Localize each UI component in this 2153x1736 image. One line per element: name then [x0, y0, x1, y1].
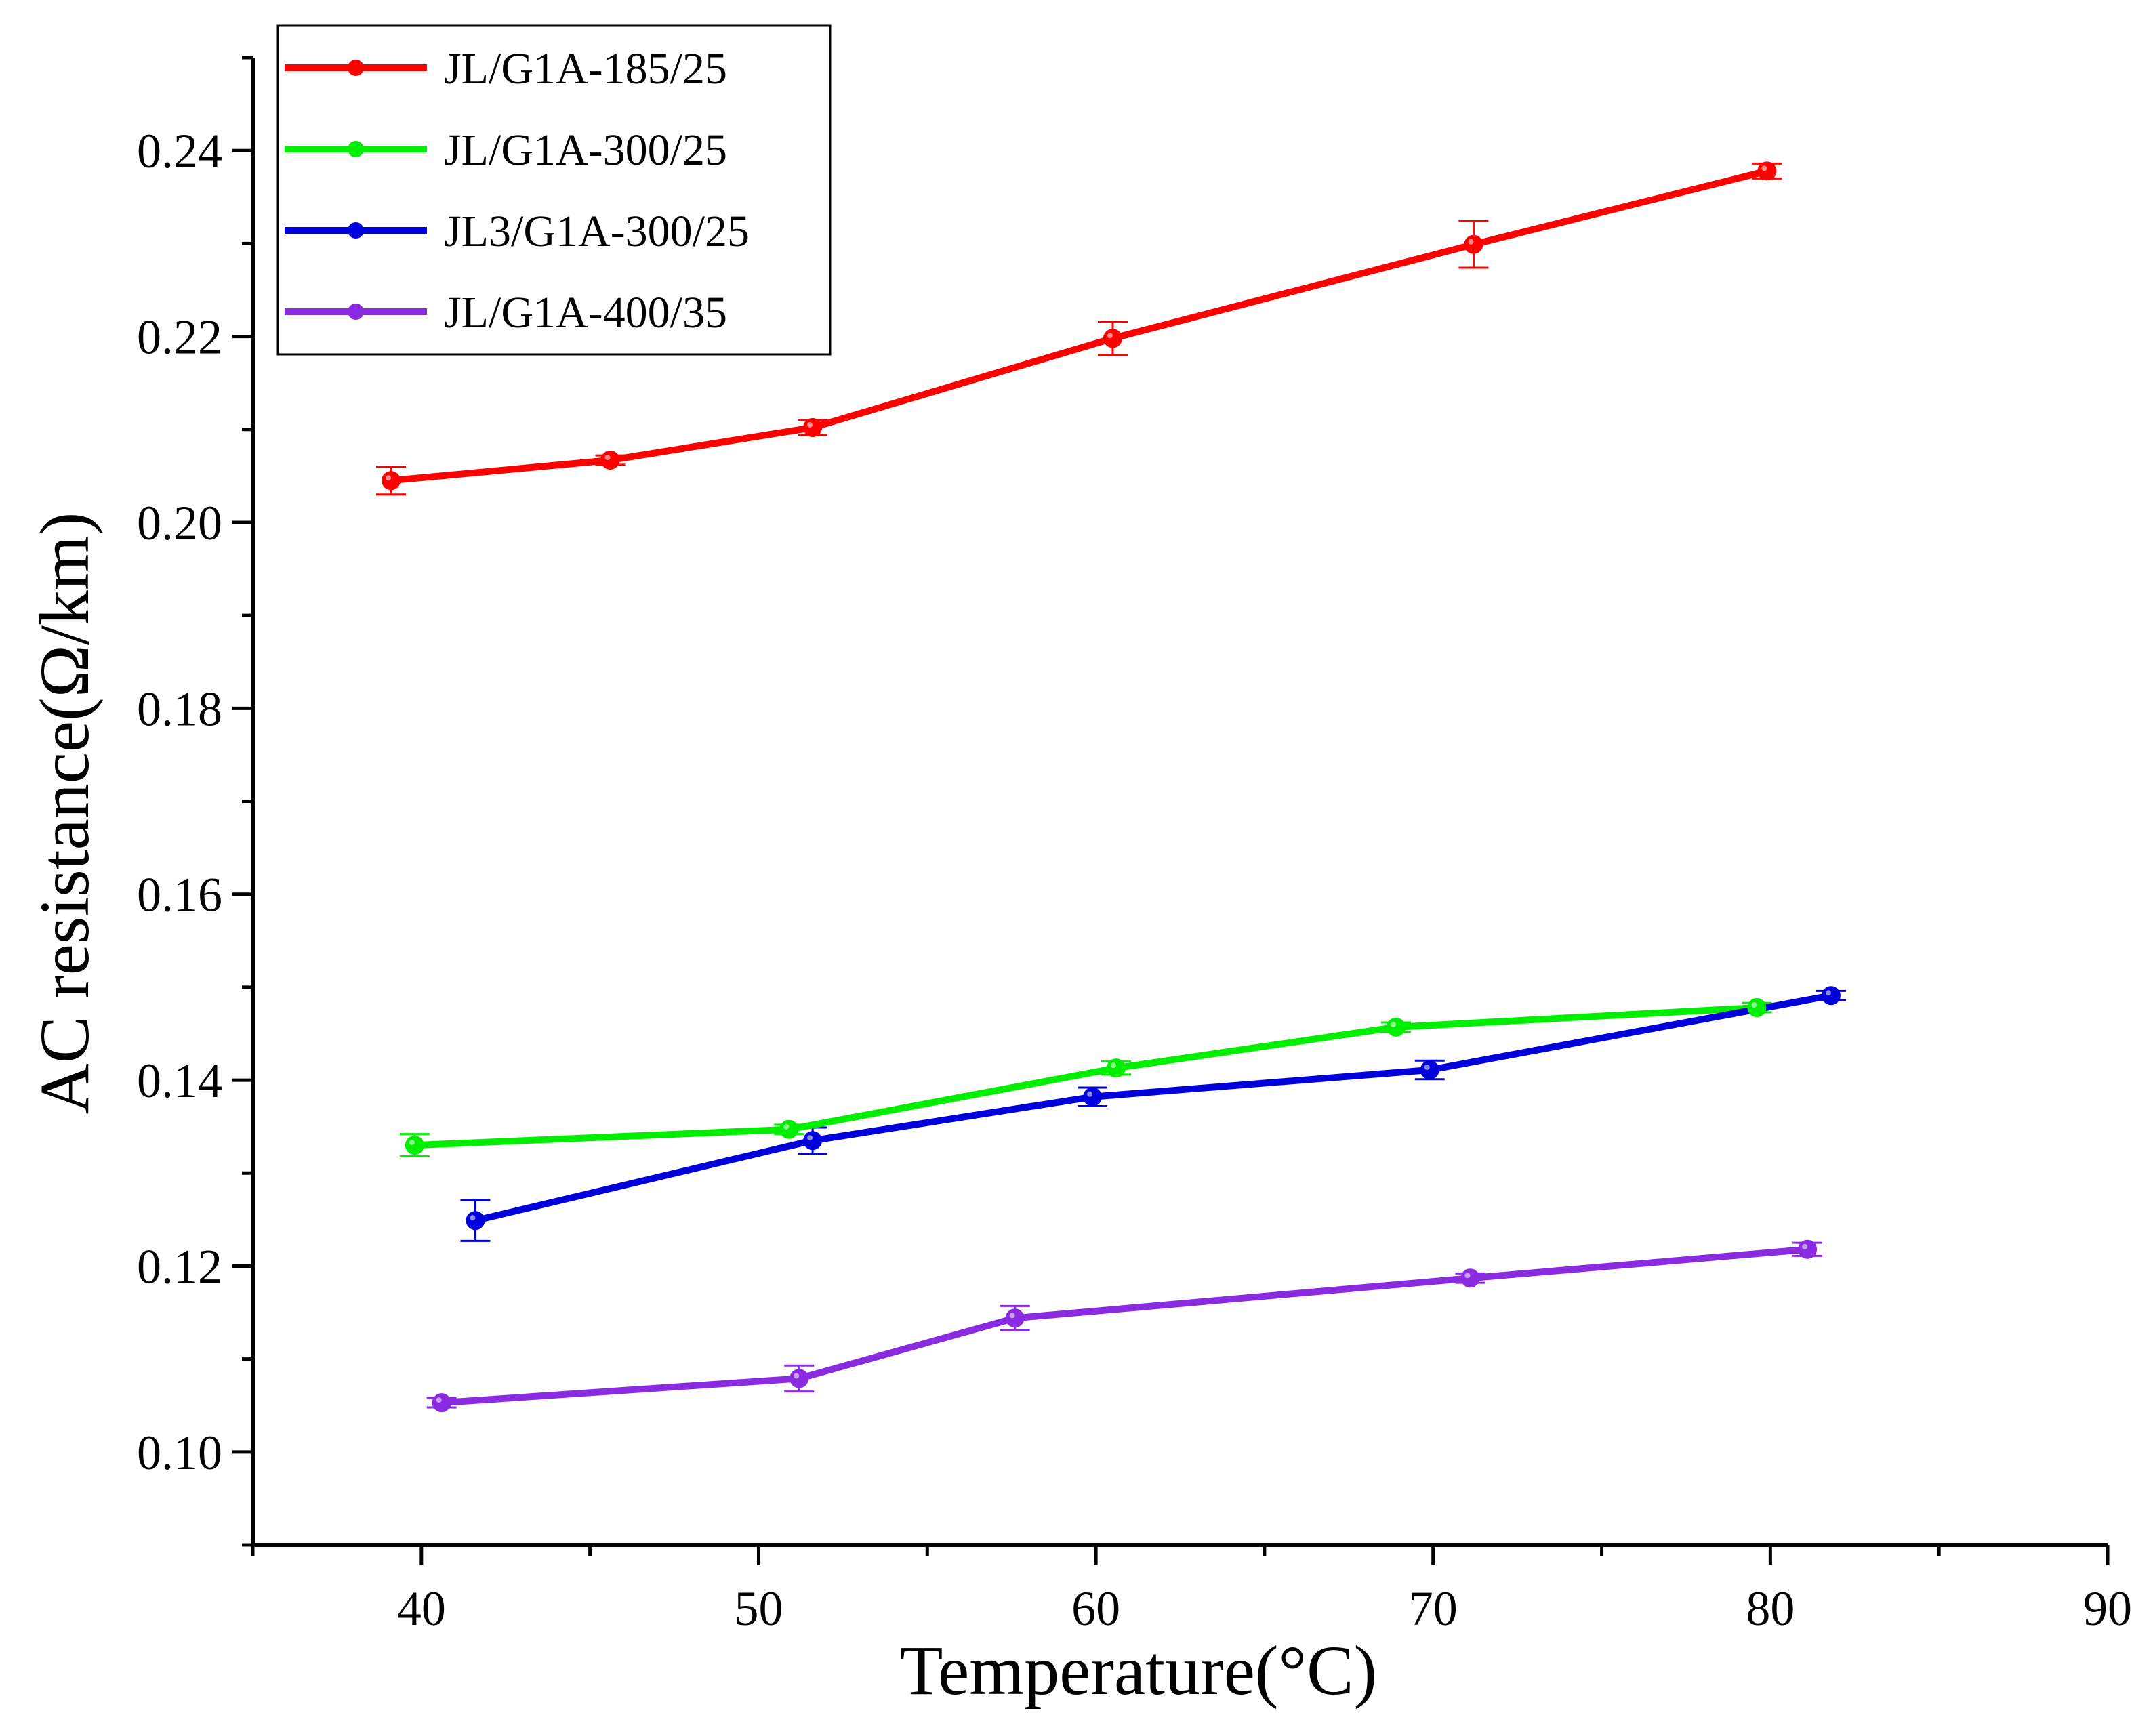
data-point-highlight [386, 475, 392, 481]
series-line [438, 1245, 1811, 1407]
data-point [1798, 1239, 1818, 1259]
y-tick-label: 0.16 [137, 868, 222, 922]
legend-box [276, 24, 832, 356]
data-point [466, 1211, 485, 1231]
y-tick-label: 0.14 [137, 1054, 222, 1108]
data-point-highlight [794, 1373, 800, 1379]
data-point [600, 451, 620, 470]
data-point [779, 1119, 799, 1139]
legend: JL/G1A-185/25 JL/G1A-300/25 JL3/G1A-300/… [276, 24, 832, 356]
data-point [1460, 1268, 1480, 1288]
y-tick-label: 0.18 [137, 682, 222, 736]
data-point-highlight [1390, 1021, 1396, 1027]
x-axis-title: Temperature(°C) [900, 1632, 1377, 1710]
data-point-highlight [1087, 1091, 1093, 1097]
legend-item: JL/G1A-300/25 [285, 125, 727, 175]
data-point [382, 471, 401, 491]
data-point-highlight [1825, 990, 1831, 996]
legend-item: JL/G1A-185/25 [285, 44, 727, 94]
legend-swatch-marker [348, 141, 364, 157]
legend-label: JL/G1A-185/25 [444, 44, 727, 94]
data-point [405, 1136, 424, 1155]
data-point [803, 418, 823, 438]
data-point-highlight [1009, 1313, 1015, 1319]
y-axis-title: AC resistance(Ω/km) [26, 512, 104, 1115]
data-point-highlight [1761, 165, 1767, 171]
data-point-highlight [1802, 1243, 1808, 1249]
x-tick-label: 90 [2083, 1582, 2132, 1636]
data-point [790, 1369, 809, 1388]
series-line [411, 1004, 1761, 1149]
y-tick-label: 0.10 [137, 1426, 222, 1480]
legend-label: JL3/G1A-300/25 [444, 207, 750, 256]
x-tick-label: 50 [734, 1582, 783, 1636]
data-point [1083, 1087, 1103, 1107]
data-point [1386, 1017, 1406, 1037]
data-point [432, 1393, 451, 1413]
data-point-highlight [1751, 1002, 1757, 1008]
data-point-highlight [1424, 1064, 1430, 1070]
data-point-highlight [604, 455, 611, 461]
series-line [388, 167, 1771, 484]
legend-swatch-marker [348, 60, 364, 76]
data-point [1420, 1060, 1439, 1079]
tick-labels: 40 50 60 70 80 90 0.10 0.12 0.14 0.16 0.18 0.20 0.22… [137, 124, 2132, 1636]
series-line [472, 992, 1834, 1224]
data-point [803, 1131, 823, 1151]
data-point-highlight [1464, 1273, 1471, 1279]
legend-label: JL/G1A-400/35 [444, 288, 727, 337]
data-point [1821, 986, 1841, 1006]
data-point-highlight [807, 422, 813, 428]
series-points [382, 161, 1841, 1413]
data-point-highlight [436, 1397, 442, 1403]
y-tick-label: 0.20 [137, 496, 222, 550]
y-tick-label: 0.22 [137, 310, 222, 365]
data-point [1103, 329, 1122, 348]
data-point [1757, 161, 1777, 181]
legend-item: JL/G1A-400/35 [285, 288, 727, 337]
data-point-highlight [783, 1123, 790, 1130]
x-tick-label: 60 [1071, 1582, 1120, 1636]
data-point-highlight [807, 1135, 813, 1141]
legend-label: JL/G1A-300/25 [444, 125, 727, 175]
data-point [1747, 998, 1767, 1018]
legend-swatch-marker [348, 222, 364, 239]
legend-item: JL3/G1A-300/25 [285, 207, 750, 256]
data-point-highlight [409, 1140, 415, 1146]
x-tick-label: 80 [1746, 1582, 1795, 1636]
legend-swatch-marker [348, 304, 364, 320]
data-point-highlight [1110, 1062, 1116, 1069]
x-tick-label: 70 [1409, 1582, 1458, 1636]
data-point-highlight [1107, 333, 1113, 339]
y-tick-label: 0.24 [137, 124, 222, 178]
data-point [1106, 1058, 1126, 1078]
y-tick-label: 0.12 [137, 1239, 222, 1294]
data-point-highlight [470, 1215, 476, 1221]
x-tick-label: 40 [397, 1582, 446, 1636]
axes [232, 56, 2110, 1565]
data-point [1005, 1308, 1025, 1328]
data-point-highlight [1468, 239, 1474, 245]
data-point [1464, 234, 1483, 254]
